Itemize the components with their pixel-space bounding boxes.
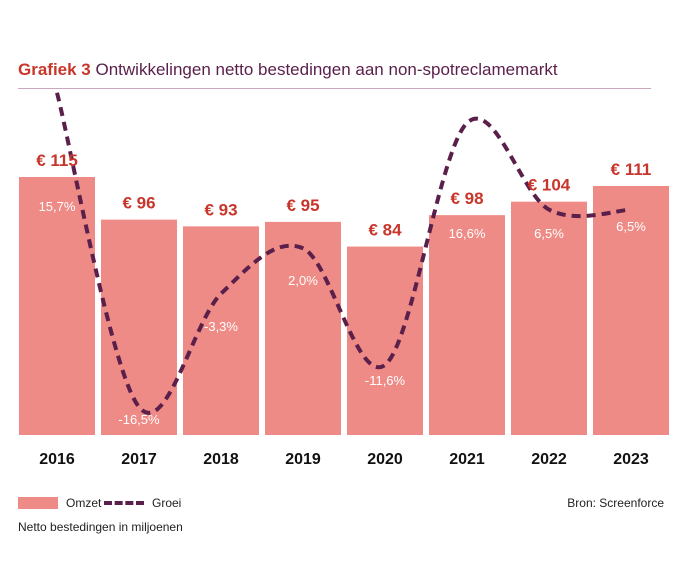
legend-item-groei: Groei xyxy=(104,496,181,510)
figure-number: Grafiek 3 xyxy=(18,60,91,79)
bar-2021 xyxy=(429,215,505,435)
value-label-2022: € 104 xyxy=(528,176,571,195)
combo-chart: € 115 2016 € 96 2017 € 93 2018 € 95 2019 € 84 202… xyxy=(19,92,669,468)
x-tick-2016: 2016 xyxy=(39,451,75,468)
bar-2023 xyxy=(593,185,669,435)
bar-2016 xyxy=(19,177,95,435)
bar-2018 xyxy=(183,226,259,435)
bar-2017 xyxy=(101,219,177,435)
bar-2020 xyxy=(347,246,423,435)
value-label-2016: € 115 xyxy=(36,151,78,170)
growth-line-layer xyxy=(55,92,632,415)
figure-title: Ontwikkelingen netto bestedingen aan non… xyxy=(95,60,558,79)
growth-label-2017: -16,5% xyxy=(118,412,160,427)
bar-2019 xyxy=(265,221,341,435)
value-label-2018: € 93 xyxy=(204,200,237,219)
legend-item-omzet: Omzet xyxy=(18,496,101,510)
x-tick-2020: 2020 xyxy=(367,451,403,468)
bars-layer xyxy=(19,177,669,435)
growth-label-2023: 6,5% xyxy=(616,219,646,234)
legend-label-groei: Groei xyxy=(152,496,182,510)
x-tick-2023: 2023 xyxy=(613,451,649,468)
x-tick-2018: 2018 xyxy=(203,451,239,468)
labels-layer: € 115 2016 € 96 2017 € 93 2018 € 95 2019 € 84 202… xyxy=(36,151,651,468)
growth-label-2021: 16,6% xyxy=(449,226,486,241)
legend-label-omzet: Omzet xyxy=(66,496,102,510)
title-divider xyxy=(18,88,651,89)
value-label-2019: € 95 xyxy=(286,196,319,215)
growth-line xyxy=(55,92,632,415)
units-note: Netto bestedingen in miljoenen xyxy=(18,520,183,534)
x-tick-2017: 2017 xyxy=(121,451,157,468)
value-label-2023: € 111 xyxy=(611,160,652,179)
legend-swatch-omzet xyxy=(18,497,58,509)
growth-label-2020: -11,6% xyxy=(365,373,406,388)
legend-swatch-groei xyxy=(104,501,144,505)
bar-2022 xyxy=(511,201,587,435)
x-tick-2019: 2019 xyxy=(285,451,321,468)
x-tick-2022: 2022 xyxy=(531,451,567,468)
x-tick-2021: 2021 xyxy=(449,451,485,468)
chart-title: Grafiek 3 Ontwikkelingen netto besteding… xyxy=(18,60,558,80)
growth-label-2018: -3,3% xyxy=(204,319,238,334)
growth-label-2022: 6,5% xyxy=(534,226,564,241)
growth-label-2016: 15,7% xyxy=(39,199,76,214)
growth-label-2019: 2,0% xyxy=(288,273,318,288)
value-label-2021: € 98 xyxy=(450,189,483,208)
value-label-2020: € 84 xyxy=(368,221,402,240)
value-label-2017: € 96 xyxy=(122,194,155,213)
source-note: Bron: Screenforce xyxy=(567,496,664,510)
